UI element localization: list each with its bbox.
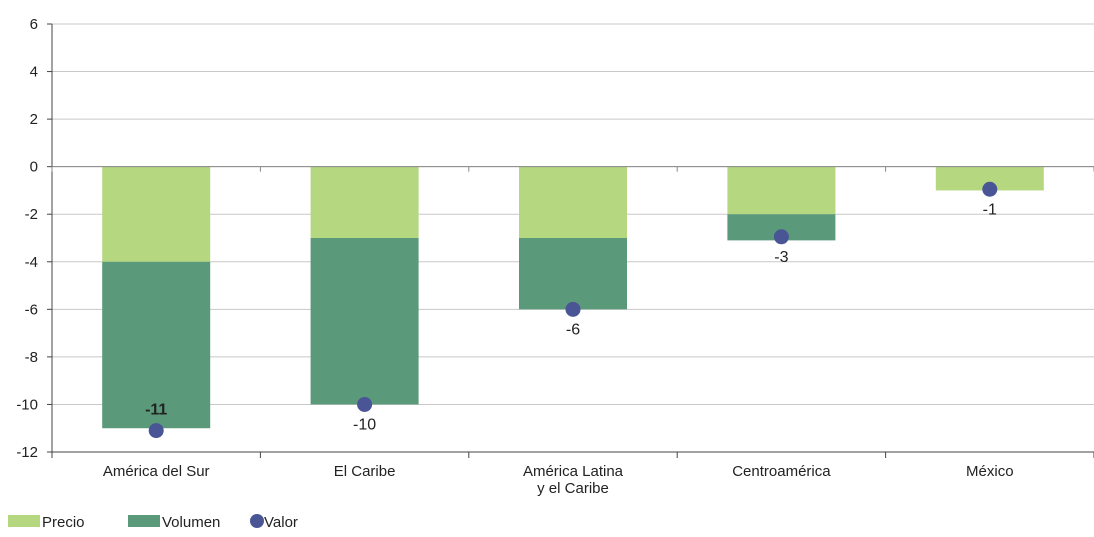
x-category-label-line: Centroamérica <box>732 463 831 480</box>
x-category-label-line: y el Caribe <box>537 480 609 497</box>
bar-precio-0 <box>102 166 211 262</box>
x-category-label-line: México <box>966 463 1014 480</box>
y-tick-label: 0 <box>30 159 38 176</box>
y-tick-label: -2 <box>25 206 38 223</box>
x-category-label-line: El Caribe <box>334 463 396 480</box>
y-tick-label: 4 <box>30 64 38 81</box>
y-tick-label: -12 <box>16 444 38 461</box>
bar-volumen-1 <box>310 238 419 405</box>
legend-label-precio: Precio <box>42 514 85 531</box>
value-point-3 <box>773 229 789 245</box>
data-label-2: -6 <box>566 321 580 338</box>
value-point-4 <box>982 181 998 197</box>
legend: Precio Volumen Valor <box>8 514 298 531</box>
y-tick-label: -10 <box>16 396 38 413</box>
data-labels: -11 -10 -6 -3 -1 <box>145 201 997 433</box>
value-point-2 <box>565 301 581 317</box>
legend-swatch-precio <box>8 515 40 527</box>
y-tick-label: -8 <box>25 349 38 366</box>
x-category-label: México <box>966 463 1014 480</box>
bars <box>102 166 1044 429</box>
data-label-4: -1 <box>983 201 997 218</box>
x-category-label: El Caribe <box>334 463 396 480</box>
bar-precio-1 <box>310 166 419 238</box>
legend-label-valor: Valor <box>264 514 298 531</box>
legend-swatch-valor <box>250 514 264 528</box>
x-category-label: Centroamérica <box>732 463 831 480</box>
data-label-3: -3 <box>774 249 788 266</box>
value-points <box>148 181 998 439</box>
legend-swatch-volumen <box>128 515 160 527</box>
bar-precio-3 <box>727 166 836 215</box>
x-category-label-line: América del Sur <box>103 463 210 480</box>
legend-label-volumen: Volumen <box>162 514 220 531</box>
value-point-1 <box>357 396 373 412</box>
bar-precio-4 <box>935 166 1044 191</box>
data-label-0: -11 <box>145 402 167 419</box>
y-tick-label: -4 <box>25 254 38 271</box>
bar-precio-2 <box>519 166 627 238</box>
x-category-label-line: América Latina <box>523 463 624 480</box>
data-label-1: -10 <box>353 416 376 433</box>
x-category-label: América del Sur <box>103 463 210 480</box>
bar-volumen-2 <box>519 238 627 310</box>
y-tick-label: -6 <box>25 301 38 318</box>
axes: 6 4 2 0 -2 -4 -6 -8 -10 -12 América del Sur El Cari… <box>16 16 1094 497</box>
y-tick-label: 6 <box>30 16 38 33</box>
value-point-0 <box>148 423 164 439</box>
y-tick-label: 2 <box>30 111 38 128</box>
bar-volumen-0 <box>102 261 211 429</box>
x-category-label: América Latina y el Caribe <box>523 463 624 497</box>
